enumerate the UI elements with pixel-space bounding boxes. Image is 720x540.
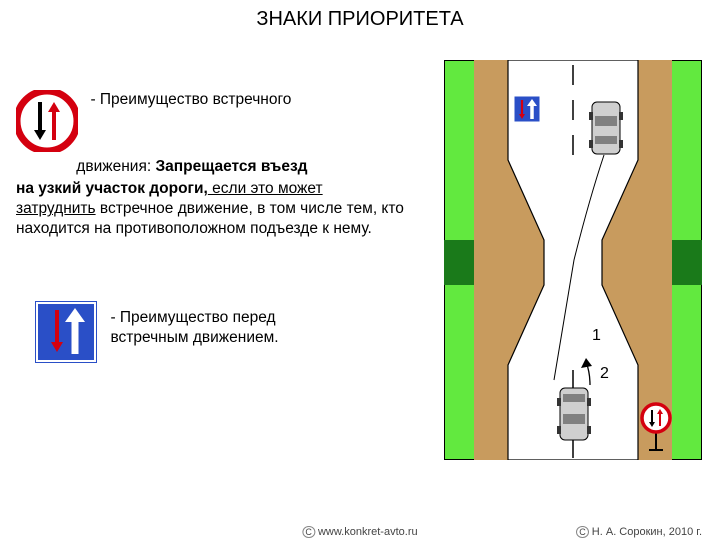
entry-1: - Преимущество встречного движения: Запр…: [16, 90, 416, 240]
e1-rest: на узкий участок дороги, если это может …: [16, 179, 416, 239]
copyright-icon: C: [576, 526, 589, 538]
footer-author: Н. А. Сорокин, 2010 г.: [592, 526, 702, 538]
e1-l1: - Преимущество встречного: [90, 91, 291, 108]
page-title: ЗНАКИ ПРИОРИТЕТА: [0, 0, 720, 31]
label-1: 1: [592, 327, 601, 344]
sign-priority-over-oncoming-icon: [34, 300, 98, 369]
e1-b1: Запрещается въезд: [155, 158, 307, 175]
car-bottom: [557, 388, 591, 440]
e1-b2: на узкий участок дороги,: [16, 180, 208, 197]
footer-right: C Н. А. Сорокин, 2010 г.: [576, 526, 702, 538]
e1-u2: затруднить: [16, 200, 96, 217]
e1-l2: движения:: [76, 158, 155, 175]
e2-l2: встречным движением.: [110, 329, 278, 346]
copyright-icon: C: [302, 526, 315, 538]
footer-mid: C www.konkret-avto.ru: [302, 526, 417, 538]
label-2: 2: [600, 365, 609, 382]
entry-2-text: - Преимущество перед встречным движением…: [110, 300, 278, 348]
car-top: [589, 102, 623, 154]
e2-l1: - Преимущество перед: [110, 309, 275, 326]
mini-sign-blue: [514, 96, 540, 122]
left-column: - Преимущество встречного движения: Запр…: [16, 90, 416, 409]
sign-priority-oncoming-icon: [16, 90, 78, 157]
e1-u1: если это может: [208, 180, 323, 197]
entry-2: - Преимущество перед встречным движением…: [16, 300, 416, 369]
footer-url: www.konkret-avto.ru: [318, 526, 418, 538]
road-diagram: 1 2: [444, 60, 702, 460]
